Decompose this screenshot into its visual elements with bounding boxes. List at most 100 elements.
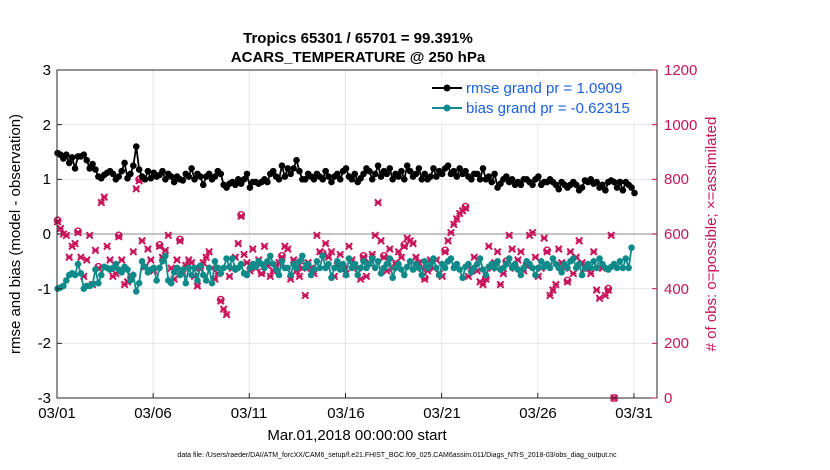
rmse-point bbox=[63, 151, 70, 159]
rmse-point bbox=[444, 162, 452, 169]
possible-obs-marker bbox=[563, 276, 572, 285]
bias-point bbox=[313, 258, 321, 265]
bias-point bbox=[535, 264, 542, 272]
rmse-point bbox=[415, 165, 423, 172]
assimilated-obs-marker bbox=[132, 184, 141, 193]
rmse-point bbox=[450, 167, 458, 175]
bias-point bbox=[479, 266, 487, 273]
bias-point bbox=[578, 271, 586, 279]
rmse-point bbox=[389, 176, 396, 183]
rmse-point bbox=[555, 185, 563, 193]
bias-point bbox=[89, 280, 96, 288]
bias-point bbox=[517, 271, 525, 279]
assimilated-obs-marker bbox=[380, 253, 388, 262]
bias-point bbox=[366, 260, 373, 268]
y-axis-label-right: # of obs: o=possible; ×=assimilated bbox=[703, 117, 720, 352]
assimilated-obs-marker bbox=[234, 239, 243, 248]
bias-point bbox=[473, 260, 481, 268]
possible-obs-marker bbox=[604, 284, 613, 293]
y-right-tick-label: 400 bbox=[664, 281, 689, 298]
rmse-point bbox=[199, 181, 207, 189]
bias-point bbox=[130, 271, 137, 279]
right-y-tick-labels: 0 200 400 600 800 1000 1200 bbox=[664, 62, 697, 407]
possible-obs-marker bbox=[441, 246, 450, 255]
rmse-point bbox=[395, 173, 402, 180]
x-tick-label: 03/26 bbox=[519, 405, 557, 422]
chart-subtitle: ACARS_TEMPERATURE @ 250 hPa bbox=[231, 49, 486, 66]
assimilated-obs-marker bbox=[155, 242, 164, 251]
bias-point bbox=[593, 264, 600, 272]
bias-point bbox=[185, 264, 192, 272]
assimilated-obs-marker bbox=[71, 239, 79, 248]
assimilated-obs-marker bbox=[575, 236, 584, 245]
assimilated-obs-marker bbox=[222, 310, 231, 319]
assimilated-obs-marker bbox=[117, 256, 126, 264]
assimilated-obs-marker bbox=[62, 231, 71, 240]
assimilated-obs-marker bbox=[371, 231, 380, 240]
assimilated-obs-marker bbox=[225, 272, 234, 281]
rmse-point bbox=[127, 170, 134, 178]
possible-obs-marker bbox=[380, 251, 388, 260]
assimilated-obs-marker bbox=[394, 247, 403, 256]
bias-point bbox=[427, 260, 434, 268]
bias-point bbox=[415, 264, 423, 272]
assimilated-obs-marker bbox=[531, 253, 540, 262]
bias-point bbox=[325, 260, 332, 268]
bias-point bbox=[368, 255, 376, 262]
bias-point bbox=[395, 260, 402, 268]
rmse-point bbox=[421, 170, 429, 178]
x-tick-label: 03/01 bbox=[38, 405, 76, 422]
rmse-point bbox=[170, 178, 178, 186]
rmse-point bbox=[485, 173, 493, 180]
assimilated-obs-marker bbox=[409, 239, 417, 248]
bias-point bbox=[202, 277, 210, 284]
bias-point bbox=[435, 271, 443, 279]
bias-point bbox=[153, 277, 160, 284]
bias-point bbox=[505, 255, 513, 262]
y-right-tick-label: 200 bbox=[664, 335, 689, 352]
bias-point bbox=[520, 264, 528, 272]
bias-point bbox=[217, 270, 225, 277]
x-tick-label: 03/31 bbox=[615, 405, 653, 422]
bias-point bbox=[296, 258, 303, 265]
rmse-point bbox=[132, 143, 140, 150]
rmse-point bbox=[406, 167, 414, 175]
bias-point bbox=[398, 266, 405, 273]
assimilated-obs-marker bbox=[56, 224, 65, 233]
bias-point bbox=[266, 252, 274, 260]
assimilated-obs-marker bbox=[543, 247, 551, 256]
assimilated-obs-marker bbox=[219, 305, 228, 314]
rmse-point bbox=[430, 165, 437, 172]
assimilated-obs-marker bbox=[97, 198, 106, 207]
bias-point bbox=[205, 264, 213, 272]
assimilated-obs-marker bbox=[607, 231, 616, 240]
bias-point bbox=[304, 260, 312, 268]
bias-point bbox=[162, 252, 169, 260]
possible-obs-marker bbox=[400, 241, 409, 249]
bias-point bbox=[95, 279, 102, 287]
left-y-tick-labels: -3 -2 -1 0 1 2 3 bbox=[38, 62, 51, 407]
bias-point bbox=[188, 271, 195, 279]
possible-obs-marker bbox=[461, 202, 470, 211]
assimilated-obs-marker bbox=[53, 217, 62, 226]
assimilated-obs-marker bbox=[441, 247, 450, 256]
assimilated-obs-marker bbox=[385, 245, 394, 253]
rmse-point bbox=[401, 176, 408, 183]
y-right-tick-label: 1200 bbox=[664, 62, 697, 79]
bias-point bbox=[616, 258, 624, 265]
rmse-point bbox=[211, 173, 219, 180]
bias-point bbox=[167, 279, 175, 287]
bias-point bbox=[63, 277, 70, 284]
bias-point bbox=[383, 260, 391, 268]
x-tick-label: 03/16 bbox=[327, 405, 365, 422]
bias-point bbox=[208, 279, 216, 287]
bias-point bbox=[360, 258, 367, 265]
plot-area bbox=[53, 69, 658, 402]
rmse-point bbox=[293, 156, 300, 164]
x-tick-label: 03/06 bbox=[134, 405, 172, 422]
assimilated-obs-marker bbox=[569, 269, 578, 278]
assimilated-obs-marker bbox=[516, 247, 525, 256]
assimilated-obs-marker bbox=[114, 232, 123, 241]
rmse-point bbox=[217, 170, 225, 178]
